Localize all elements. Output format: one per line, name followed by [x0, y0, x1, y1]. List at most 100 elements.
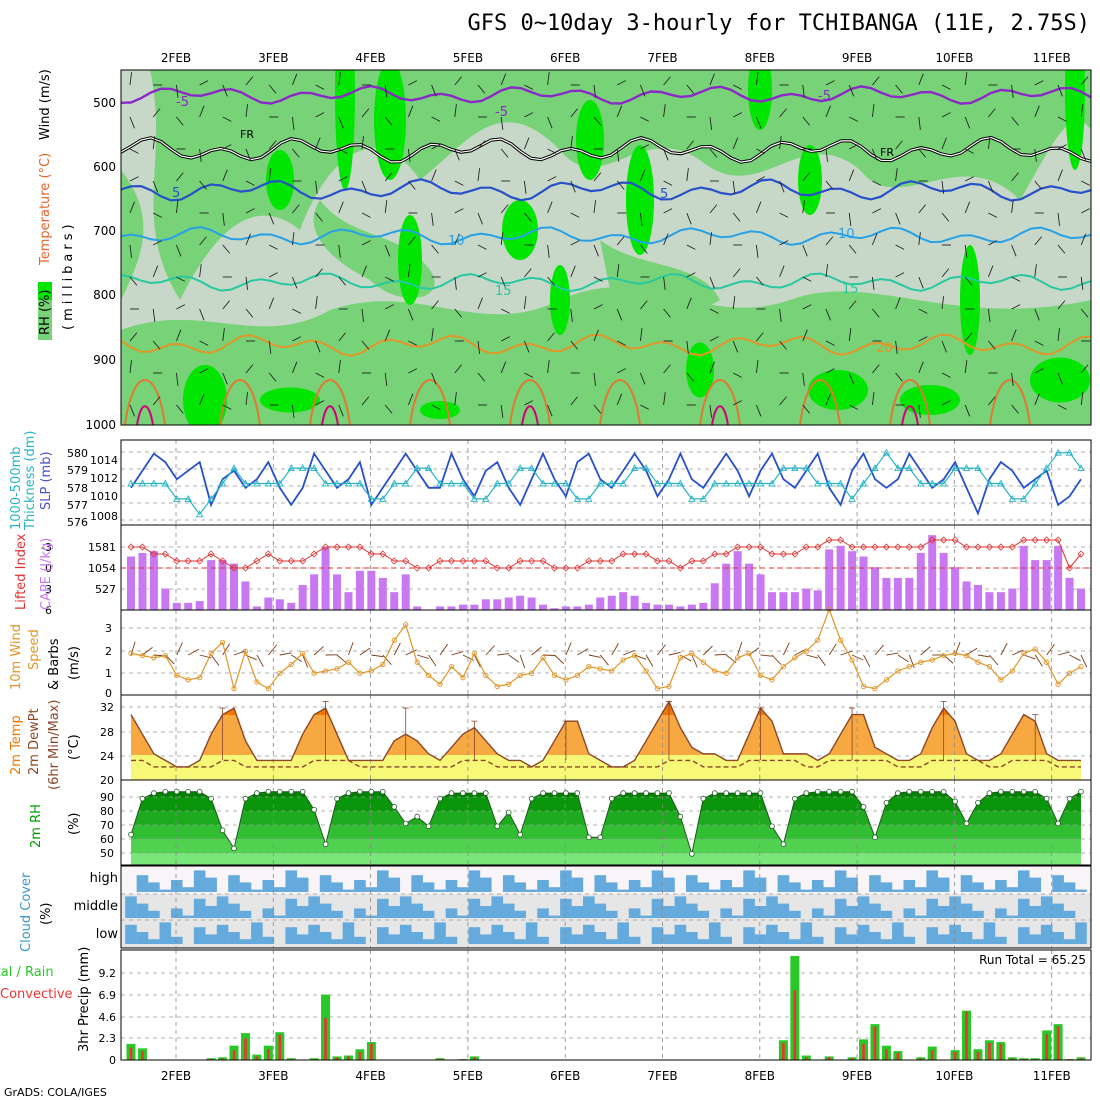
wind-barb	[709, 232, 713, 246]
wind-barb	[732, 340, 739, 353]
thickness-point	[482, 494, 490, 502]
thickness-point	[413, 464, 421, 472]
cloud-cell	[743, 898, 755, 918]
cloud-cell	[800, 889, 813, 892]
cloud-cell	[331, 910, 343, 918]
rh2m-point	[425, 823, 432, 830]
wind-barb	[918, 232, 921, 246]
wind-barb	[361, 396, 370, 406]
rh2m-point	[769, 823, 775, 830]
wind-barb	[454, 76, 463, 86]
wind-speed-point	[895, 668, 901, 674]
rh2m-point	[940, 788, 947, 795]
wind-barb	[988, 212, 998, 218]
cloud-cell	[434, 922, 446, 944]
surface-wind-barb	[462, 654, 475, 661]
cloud-cell	[273, 915, 286, 918]
wind-barb	[640, 116, 650, 122]
li-point	[962, 543, 971, 551]
wind-speed-point	[1032, 646, 1038, 652]
li-point	[779, 550, 787, 558]
cape-bar	[138, 552, 147, 610]
temp-ytick: 28	[100, 726, 114, 739]
rh2m-point	[917, 788, 924, 795]
wind-speed-point	[448, 663, 455, 670]
upper-ytick: 600	[93, 160, 116, 174]
cloud-cell	[525, 889, 538, 892]
wind-barb	[663, 180, 673, 186]
cloud-cell	[743, 870, 755, 892]
cloud-cell	[651, 870, 664, 892]
wind-barb	[338, 201, 344, 214]
wind-barb	[779, 212, 789, 218]
rh2m-point	[414, 813, 420, 820]
wind-speed-point	[757, 672, 764, 679]
wind-barb	[1011, 329, 1017, 342]
surface-wind-barb	[737, 641, 743, 656]
upper-air-panel: -5 -5 -5 FR FR 5 5 10 10 15 15 20 500 600…	[85, 69, 1092, 432]
wind-speed-point	[631, 652, 638, 659]
wind-barb	[988, 240, 998, 246]
li-point	[447, 557, 456, 565]
wind-barb	[500, 336, 510, 342]
wind-barb	[384, 172, 393, 182]
wind-barb	[1057, 328, 1061, 342]
wind-barb	[686, 244, 696, 250]
wind-barb	[407, 148, 411, 162]
wind-barb	[987, 308, 991, 322]
wind-barb	[1034, 393, 1040, 406]
rh-high-blob	[398, 215, 422, 305]
wind-speed-point	[563, 677, 569, 683]
li-point	[413, 564, 421, 572]
wind-barb	[941, 137, 947, 150]
rh-high-blob	[335, 70, 355, 190]
wind-barb	[361, 136, 365, 150]
cloud-cell	[136, 875, 149, 892]
rh2m-point	[792, 795, 798, 802]
cloud-cell	[422, 882, 435, 892]
cloud-cell	[972, 882, 984, 892]
cape-bar	[619, 592, 628, 610]
wind-barb	[245, 364, 254, 374]
wind-barb	[408, 340, 418, 346]
cloud-cell	[228, 903, 240, 918]
li-point	[550, 564, 559, 572]
rh2m-point	[929, 788, 936, 795]
rh2m-point	[700, 795, 707, 802]
wind-barb	[245, 76, 254, 86]
rh2m-ylabel-b: (%)	[67, 813, 82, 836]
cape-bar	[916, 552, 925, 610]
wind-barb	[988, 108, 996, 118]
wind-barb	[639, 169, 646, 182]
wind-speed-point	[528, 670, 535, 676]
cape-bar	[882, 577, 891, 610]
cloud-cell	[628, 880, 641, 892]
wind-speed-point	[689, 650, 695, 657]
wind-barb	[825, 308, 831, 321]
wind-barb	[199, 105, 205, 118]
cloud-ylabel-b: (%)	[39, 903, 54, 926]
wind-barb	[1080, 148, 1087, 161]
li-point	[699, 557, 707, 565]
wind-speed-point	[425, 672, 432, 679]
upper-ytick: 900	[93, 353, 116, 367]
upper-ylabel-temp: Temperature (°C)	[38, 153, 53, 266]
cloud-cell	[388, 934, 401, 944]
li-point	[756, 543, 765, 551]
cloud-cell	[216, 924, 229, 944]
cloud-cell	[766, 896, 778, 918]
li-point	[917, 543, 925, 551]
cloud-cell	[377, 898, 389, 918]
wind-barb	[616, 393, 623, 406]
cloud-cell	[159, 922, 172, 944]
li-point	[928, 536, 936, 544]
thickness-point	[253, 479, 261, 487]
wind-speed-point	[277, 670, 283, 676]
thickness-point	[585, 494, 593, 502]
thickness-point	[218, 479, 227, 487]
wind-barb	[129, 404, 135, 417]
cape-bar	[504, 597, 513, 610]
cape-bar	[928, 535, 937, 610]
wind-barb	[593, 276, 603, 282]
wind-barb	[547, 72, 550, 86]
